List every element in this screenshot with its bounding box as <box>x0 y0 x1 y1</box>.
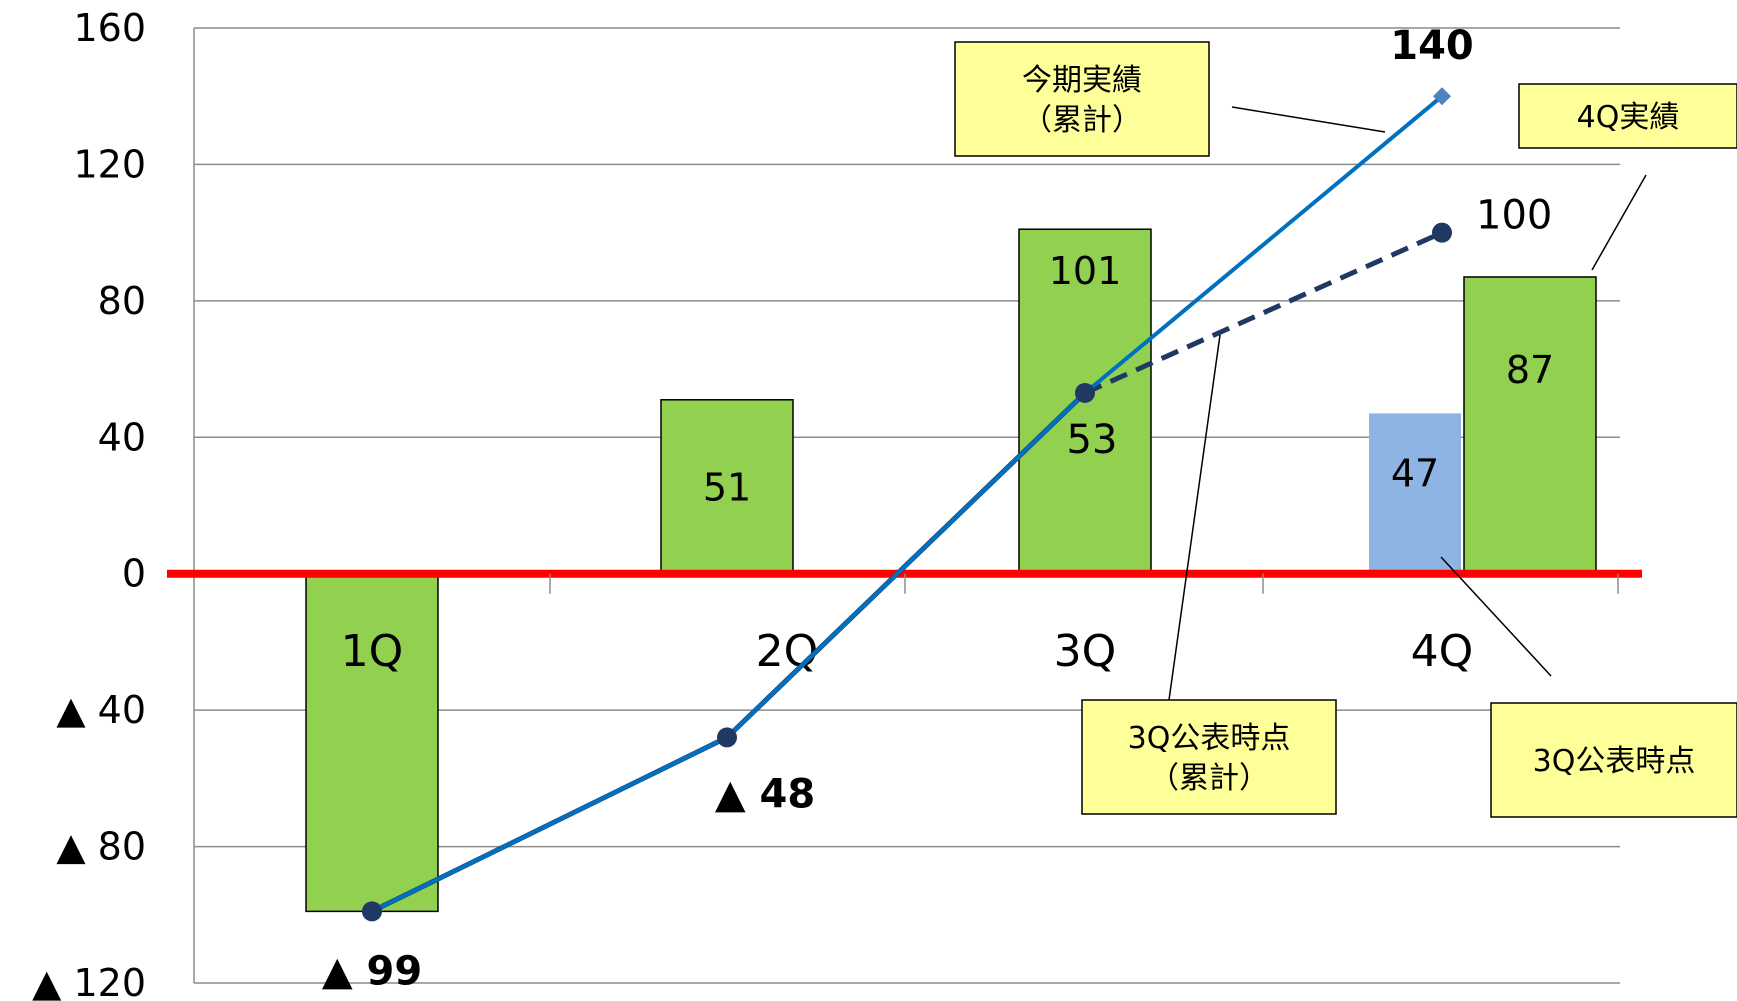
callout-q4-actual: 4Q実績 <box>1518 83 1737 271</box>
bar-data-label: 47 <box>1391 451 1439 495</box>
y-tick-label: 120 <box>73 142 146 186</box>
cumulative-actual-end-marker <box>1433 87 1451 106</box>
y-tick-label: ▲ 80 <box>56 825 146 869</box>
bar-3Q <box>1018 228 1152 575</box>
callout-box <box>954 41 1210 157</box>
callout-label: 3Q公表時点 <box>1533 744 1696 779</box>
zero-line-layer <box>167 569 1642 594</box>
bar-layer: 51 101 47 87 <box>305 228 1597 913</box>
callout-box <box>1490 702 1737 818</box>
callout-label: （累計） <box>1022 103 1142 138</box>
y-tick-label: 80 <box>98 279 146 323</box>
callout-leader <box>1231 106 1386 133</box>
cumulative-label: 53 <box>1067 417 1118 463</box>
bar-data-label: 51 <box>703 466 751 510</box>
cumulative-forecast-end-label: 100 <box>1476 193 1552 239</box>
y-axis-ticks: 160 120 80 40 0 ▲ 40 ▲ 80 ▲ 120 <box>32 6 146 1001</box>
cumulative-label: ▲ 48 <box>715 771 815 817</box>
callout-leader <box>1440 556 1552 677</box>
bar-4Q-actual <box>1463 276 1597 575</box>
callout-label: 4Q実績 <box>1577 100 1680 135</box>
callout-label: 3Q公表時点 <box>1128 721 1291 756</box>
y-tick-label: 0 <box>122 552 146 596</box>
cumulative-forecast-end-marker <box>1432 222 1452 243</box>
cumulative-label: 140 <box>1390 23 1474 69</box>
y-tick-label: 160 <box>73 6 146 50</box>
cumulative-marker <box>362 901 382 922</box>
category-label: 3Q <box>1054 626 1117 677</box>
category-label: 2Q <box>756 626 819 677</box>
bar-data-label: 87 <box>1506 348 1554 392</box>
callout-q3-announced: 3Q公表時点 <box>1440 556 1737 818</box>
callout-current-cumulative: 今期実績 （累計） <box>954 41 1386 157</box>
callout-box <box>1081 699 1337 815</box>
category-label: 4Q <box>1411 626 1474 677</box>
callout-label: （累計） <box>1149 761 1269 796</box>
cumulative-marker <box>1075 382 1095 403</box>
callout-q3-announced-cumulative: 3Q公表時点 （累計） <box>1081 334 1337 815</box>
callout-label: 今期実績 <box>1022 63 1142 98</box>
callout-box <box>1518 83 1737 149</box>
line-layer: ▲ 99 ▲ 48 53 140 100 <box>322 23 1553 994</box>
category-label: 1Q <box>341 626 404 677</box>
cumulative-actual-line <box>371 94 1444 914</box>
bar-4Q-forecast <box>1369 413 1461 574</box>
cumulative-marker <box>717 727 737 748</box>
bar-1Q <box>305 572 439 913</box>
callout-leader <box>1168 334 1221 701</box>
y-tick-label: 40 <box>98 415 146 459</box>
bar-data-label: 101 <box>1049 249 1122 293</box>
category-labels: 1Q 2Q 3Q 4Q <box>341 626 1474 677</box>
callout-leader <box>1591 174 1647 271</box>
y-tick-label: ▲ 40 <box>56 688 146 732</box>
callout-layer: 今期実績 （累計） 4Q実績 3Q公表時点 （累計） 3Q公表時点 <box>954 41 1737 818</box>
y-tick-label: ▲ 120 <box>32 961 146 1001</box>
cumulative-forecast-line-dashed <box>1083 230 1444 396</box>
cumulative-label: ▲ 99 <box>322 948 422 994</box>
